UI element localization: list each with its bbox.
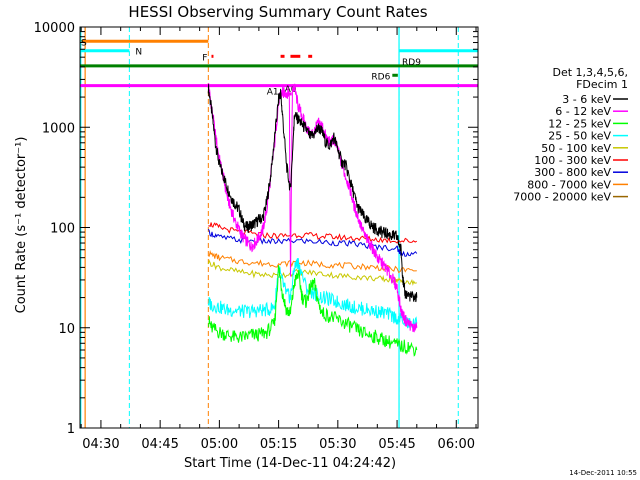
series-line-2 [208,265,418,357]
legend-label-1: 6 - 12 keV [555,105,611,118]
x-tick-label-2: 05:00 [201,437,238,452]
flag-label-f: F [202,53,207,63]
series-line-3 [207,258,418,329]
flag-label-rd9: RD9 [402,58,421,68]
y-tick-label-1: 10 [58,322,75,337]
y-axis-label: Count Rate (s⁻¹ detector⁻¹) [14,137,29,314]
legend-label-7: 800 - 7000 keV [527,178,611,191]
x-tick-label-5: 05:45 [378,437,415,452]
legend-label-6: 300 - 800 keV [534,166,611,179]
plot-frame [79,26,479,429]
x-tick-label-6: 06:00 [438,437,475,452]
x-tick-label-3: 05:15 [260,437,297,452]
series-line-6 [207,228,418,257]
legend-label-4: 50 - 100 keV [541,142,611,155]
series-line-0 [207,84,418,303]
series-line-7 [208,250,417,274]
legend-label-0: 3 - 6 keV [562,93,611,106]
legend-header-0: Det 1,3,4,5,6, [552,66,628,79]
y-tick-label-4: 10000 [34,21,75,36]
chart-title: HESSI Observing Summary Count Rates [128,3,427,21]
flag-label-n: N [135,48,142,58]
flag-label-a1: A1 [267,88,279,98]
legend-label-8: 7000 - 20000 keV [513,191,611,204]
legend-header-1: FDecim 1 [576,78,628,91]
y-tick-label-0: 1 [67,422,75,437]
series-lines [207,82,418,357]
flag-label-a0: A0 [285,85,297,95]
legend-label-2: 12 - 25 keV [548,117,611,130]
flag-bars: S N F RD9 RD6 A1 A0 [80,27,478,428]
footer-date: 14-Dec-2011 10:55 [569,469,637,477]
x-axis-label: Start Time (14-Dec-11 04:24:42) [184,456,396,471]
x-tick-label-1: 04:45 [141,437,178,452]
flag-label-s: S [81,38,87,48]
legend-label-5: 100 - 300 keV [534,154,611,167]
x-tick-label-0: 04:30 [82,437,119,452]
axes: 04:30 04:45 05:00 05:15 05:30 05:45 06:00 1 10 10… [34,21,478,452]
x-tick-label-4: 05:30 [319,437,356,452]
legend-label-3: 25 - 50 keV [548,130,611,143]
y-tick-label-3: 1000 [42,121,75,136]
y-tick-label-2: 100 [50,222,75,237]
flag-label-rd6: RD6 [371,72,390,82]
series-line-5 [208,222,418,244]
